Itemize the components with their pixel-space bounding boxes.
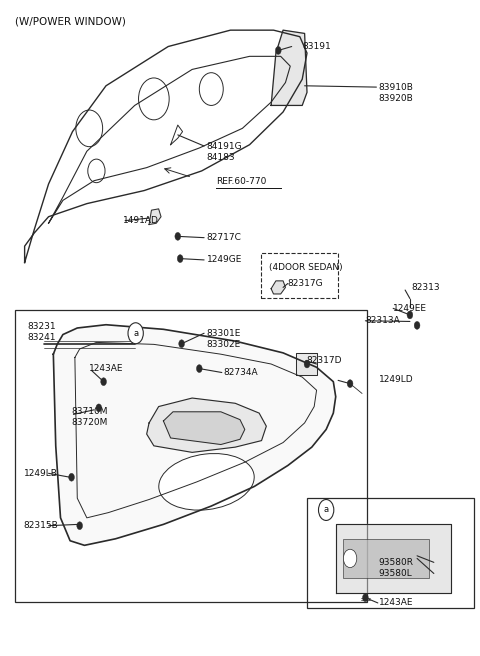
- Text: 83710M: 83710M: [72, 407, 108, 417]
- Circle shape: [177, 255, 183, 262]
- Text: 83241: 83241: [27, 333, 56, 342]
- Polygon shape: [271, 281, 286, 294]
- Circle shape: [343, 549, 357, 567]
- Text: 82717C: 82717C: [206, 233, 241, 242]
- Text: 1249EE: 1249EE: [393, 304, 427, 313]
- Circle shape: [179, 340, 184, 348]
- Circle shape: [199, 73, 223, 106]
- Circle shape: [362, 594, 368, 602]
- Text: 1249LB: 1249LB: [24, 469, 58, 478]
- Text: 83720M: 83720M: [72, 419, 108, 428]
- Text: 82315B: 82315B: [24, 522, 59, 530]
- Text: 1249LD: 1249LD: [379, 375, 413, 384]
- Text: 82317G: 82317G: [288, 279, 324, 288]
- Circle shape: [276, 47, 281, 54]
- Circle shape: [69, 474, 74, 482]
- Circle shape: [175, 232, 180, 240]
- Circle shape: [96, 404, 102, 412]
- Text: (4DOOR SEDAN): (4DOOR SEDAN): [269, 263, 342, 272]
- Circle shape: [407, 311, 413, 319]
- Text: 1243AE: 1243AE: [379, 598, 413, 607]
- Text: 83910B: 83910B: [379, 83, 414, 92]
- Ellipse shape: [159, 453, 254, 510]
- Polygon shape: [336, 524, 451, 593]
- Polygon shape: [297, 353, 317, 375]
- Text: 83301E: 83301E: [206, 329, 241, 338]
- Text: 93580R: 93580R: [379, 558, 414, 567]
- Polygon shape: [147, 398, 266, 453]
- Text: 1243AE: 1243AE: [89, 364, 124, 373]
- Polygon shape: [271, 30, 307, 106]
- Circle shape: [196, 365, 202, 373]
- Text: a: a: [324, 506, 329, 514]
- Text: REF.60-770: REF.60-770: [216, 177, 266, 186]
- Text: 82734A: 82734A: [223, 368, 258, 377]
- Circle shape: [347, 380, 353, 388]
- Text: 84191G: 84191G: [206, 142, 242, 150]
- Polygon shape: [53, 325, 336, 545]
- Text: 1491AD: 1491AD: [123, 216, 158, 225]
- Bar: [343, 539, 429, 578]
- Text: 82313A: 82313A: [365, 316, 400, 325]
- Text: 1249GE: 1249GE: [206, 255, 242, 264]
- Circle shape: [77, 522, 83, 529]
- Circle shape: [304, 360, 310, 368]
- Bar: [15, 310, 367, 602]
- Text: 82317D: 82317D: [306, 356, 342, 365]
- Circle shape: [414, 321, 420, 329]
- Polygon shape: [163, 412, 245, 445]
- Text: 93580L: 93580L: [379, 569, 412, 578]
- Circle shape: [101, 378, 107, 386]
- Text: a: a: [133, 329, 138, 338]
- Text: 84183: 84183: [206, 153, 235, 161]
- Circle shape: [88, 159, 105, 182]
- Circle shape: [319, 499, 334, 520]
- Circle shape: [76, 110, 103, 147]
- Text: 83920B: 83920B: [379, 94, 414, 103]
- Circle shape: [128, 323, 144, 344]
- Text: 83231: 83231: [27, 322, 56, 331]
- Circle shape: [139, 78, 169, 120]
- Text: (W/POWER WINDOW): (W/POWER WINDOW): [15, 16, 126, 27]
- Text: 82313: 82313: [411, 283, 440, 292]
- Text: 83191: 83191: [302, 42, 331, 51]
- Bar: [307, 498, 474, 608]
- Polygon shape: [149, 209, 161, 224]
- Text: 83302E: 83302E: [206, 340, 241, 349]
